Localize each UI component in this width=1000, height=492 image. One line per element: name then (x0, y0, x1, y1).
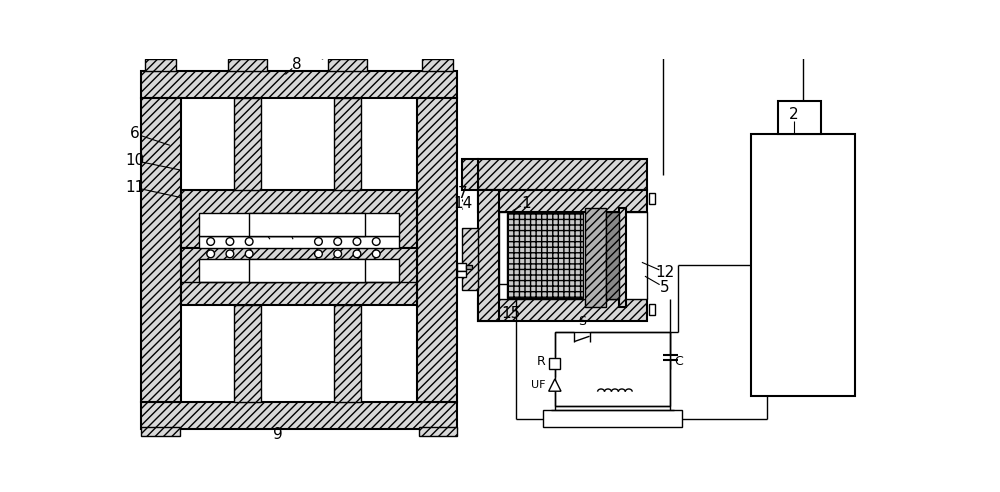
Bar (462, 159, 478, 190)
Bar (478, 159, 647, 190)
Circle shape (353, 250, 361, 258)
Text: 9: 9 (273, 427, 283, 442)
Bar (619, 209, 626, 307)
Text: T: T (613, 377, 620, 391)
Bar (181, 247, 417, 306)
Bar (499, 212, 647, 299)
Bar (606, 212, 619, 299)
Bar (228, 59, 267, 70)
Bar (141, 427, 180, 436)
Bar (199, 247, 399, 259)
Circle shape (245, 250, 253, 258)
Circle shape (207, 238, 215, 246)
Bar (555, 333, 670, 405)
Polygon shape (549, 379, 561, 391)
Bar (419, 427, 457, 436)
Text: 7: 7 (458, 185, 467, 201)
Circle shape (207, 250, 215, 258)
Bar (199, 213, 399, 236)
Bar (466, 265, 472, 269)
Bar (778, 101, 820, 134)
Text: 1: 1 (522, 195, 531, 211)
Text: R: R (537, 355, 546, 368)
Bar (145, 59, 176, 70)
Bar (457, 271, 466, 277)
Text: 11: 11 (126, 180, 145, 195)
Text: C: C (674, 356, 683, 369)
Bar (234, 97, 261, 190)
Bar (141, 401, 457, 429)
Bar (478, 190, 647, 212)
Bar (457, 263, 466, 271)
Bar (478, 190, 499, 321)
Text: 3: 3 (571, 240, 581, 254)
Bar (181, 190, 417, 247)
Text: 15: 15 (501, 306, 521, 321)
Circle shape (315, 250, 322, 258)
Bar (478, 299, 647, 321)
Circle shape (315, 238, 322, 246)
Bar (249, 213, 365, 236)
Text: 4: 4 (284, 224, 294, 239)
Bar (585, 209, 606, 307)
Bar (334, 97, 361, 190)
Text: 13: 13 (255, 224, 274, 239)
Text: 2: 2 (789, 107, 798, 122)
Bar (199, 259, 276, 282)
Circle shape (372, 238, 380, 246)
Bar (199, 236, 399, 247)
Text: 8: 8 (292, 57, 302, 72)
Bar (543, 410, 682, 427)
Bar (649, 304, 655, 315)
Text: 14: 14 (453, 195, 472, 211)
Circle shape (353, 238, 361, 246)
Bar (649, 193, 655, 204)
Bar (234, 306, 261, 401)
Circle shape (226, 250, 234, 258)
Circle shape (334, 238, 342, 246)
Bar (141, 70, 457, 97)
Bar (417, 97, 457, 401)
Bar (328, 59, 367, 70)
Text: 6: 6 (130, 126, 140, 141)
Bar (462, 228, 478, 290)
Circle shape (334, 250, 342, 258)
Circle shape (245, 238, 253, 246)
Bar (284, 259, 399, 282)
Bar (141, 97, 181, 401)
Text: 12: 12 (655, 265, 675, 280)
Circle shape (372, 250, 380, 258)
Bar (422, 59, 453, 70)
Bar (507, 213, 583, 298)
Bar (751, 134, 855, 396)
Text: UF: UF (531, 380, 546, 390)
Text: 5: 5 (660, 280, 670, 295)
Text: 10: 10 (126, 153, 145, 168)
Bar (334, 306, 361, 401)
Bar (549, 358, 560, 369)
Bar (249, 259, 365, 282)
Circle shape (226, 238, 234, 246)
Text: S: S (578, 315, 586, 328)
